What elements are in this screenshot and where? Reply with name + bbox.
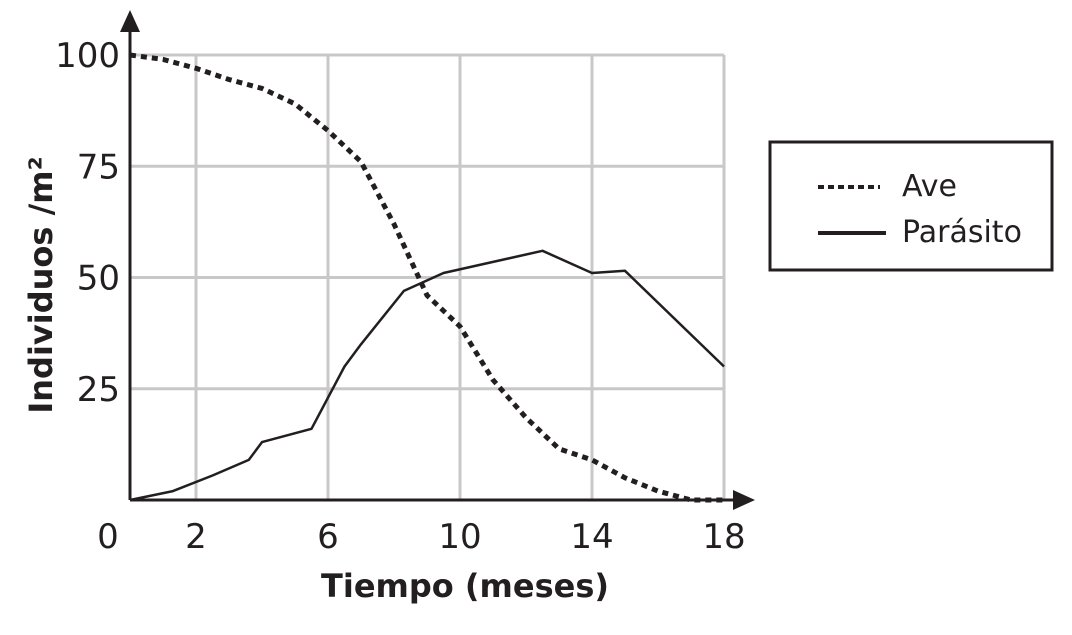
axes (120, 10, 755, 510)
legend-ave-label: Ave (902, 169, 957, 204)
x-tick-label: 6 (317, 517, 339, 557)
series-layer (129, 52, 725, 503)
grid (130, 53, 726, 500)
legend-box (768, 140, 1054, 272)
tick-labels: 2 6 10 14 18 25 50 75 100 (55, 36, 746, 557)
y-tick-label: 50 (77, 259, 120, 299)
x-tick-label: 14 (570, 517, 613, 557)
series-line-ave (129, 52, 724, 503)
x-tick-label: 10 (438, 517, 481, 557)
y-tick-label: 25 (77, 370, 120, 410)
y-axis-title: Individuos /m² (22, 156, 60, 413)
x-tick-label: 2 (185, 517, 207, 557)
x-axis-title: Tiempo (meses) (321, 567, 609, 605)
series-line-parasito (129, 249, 725, 502)
legend-parasito-label: Parásito (902, 215, 1022, 250)
x-tick-label: 18 (702, 517, 745, 557)
origin-label: 0 (97, 517, 119, 557)
y-tick-label: 75 (77, 147, 120, 187)
legend: Ave Parásito (768, 140, 1054, 272)
y-tick-label: 100 (55, 36, 120, 76)
x-axis-arrow-icon (733, 490, 755, 510)
y-axis-arrow-icon (120, 10, 140, 32)
